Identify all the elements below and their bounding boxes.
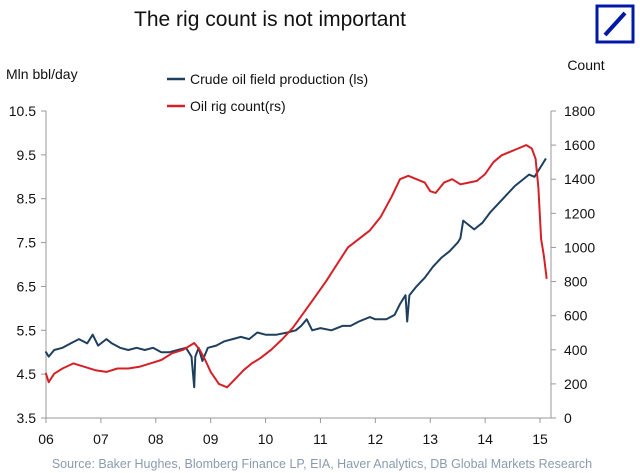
x-tick-label: 13 [422,431,438,447]
legend-label-production: Crude oil field production (ls) [190,71,368,87]
x-tick-label: 07 [93,431,109,447]
x-tick-label: 12 [368,431,384,447]
y-right-tick-label: 1600 [564,137,595,153]
y-left-tick-label: 3.5 [17,410,37,426]
source-note: Source: Baker Hughes, Blomberg Finance L… [52,457,592,471]
y-right-tick-label: 0 [564,410,572,426]
x-tick-label: 08 [148,431,164,447]
series-layer [45,144,548,389]
legend: Crude oil field production (ls) Oil rig … [167,71,368,114]
y-right-tick-label: 600 [564,308,588,324]
y-right-tick-label: 800 [564,274,588,290]
y-right-tick-label: 1200 [564,205,595,221]
y-right-tick-label: 1000 [564,239,595,255]
chart-title: The rig count is not important [134,8,406,31]
y-right-tick-label: 1400 [564,171,595,187]
logo-slash [603,11,627,37]
x-tick-label: 15 [532,431,548,447]
x-tick-label: 10 [258,431,274,447]
x-tick-label: 06 [38,431,54,447]
y-left-tick-label: 9.5 [17,147,37,163]
y-left-tick-label: 7.5 [17,235,37,251]
y-right-tick-label: 400 [564,342,588,358]
y-left-tick-label: 5.5 [17,322,37,338]
deutsche-bank-logo [595,4,635,44]
series-line-crude-oil-production [45,158,547,389]
x-tick-label: 09 [203,431,219,447]
series-line-oil-rig-count [45,144,548,389]
y-right-tick-label: 1800 [564,103,595,119]
x-tick-label: 14 [477,431,493,447]
tick-layer: 3.5 4.5 5.5 6.5 7.5 8.5 9.5 10.5 0 200 400 600 800 10… [9,103,596,447]
legend-label-rig-count: Oil rig count(rs) [190,98,286,114]
y-left-tick-label: 6.5 [17,278,37,294]
logo-frame [595,4,635,44]
y-left-tick-label: 4.5 [17,366,37,382]
y-left-tick-label: 10.5 [9,103,36,119]
y-right-axis-label: Count [567,57,604,73]
y-left-axis-label: Mln bbl/day [6,66,78,82]
y-left-tick-label: 8.5 [17,191,37,207]
x-tick-label: 11 [313,431,328,447]
y-right-tick-label: 200 [564,376,588,392]
